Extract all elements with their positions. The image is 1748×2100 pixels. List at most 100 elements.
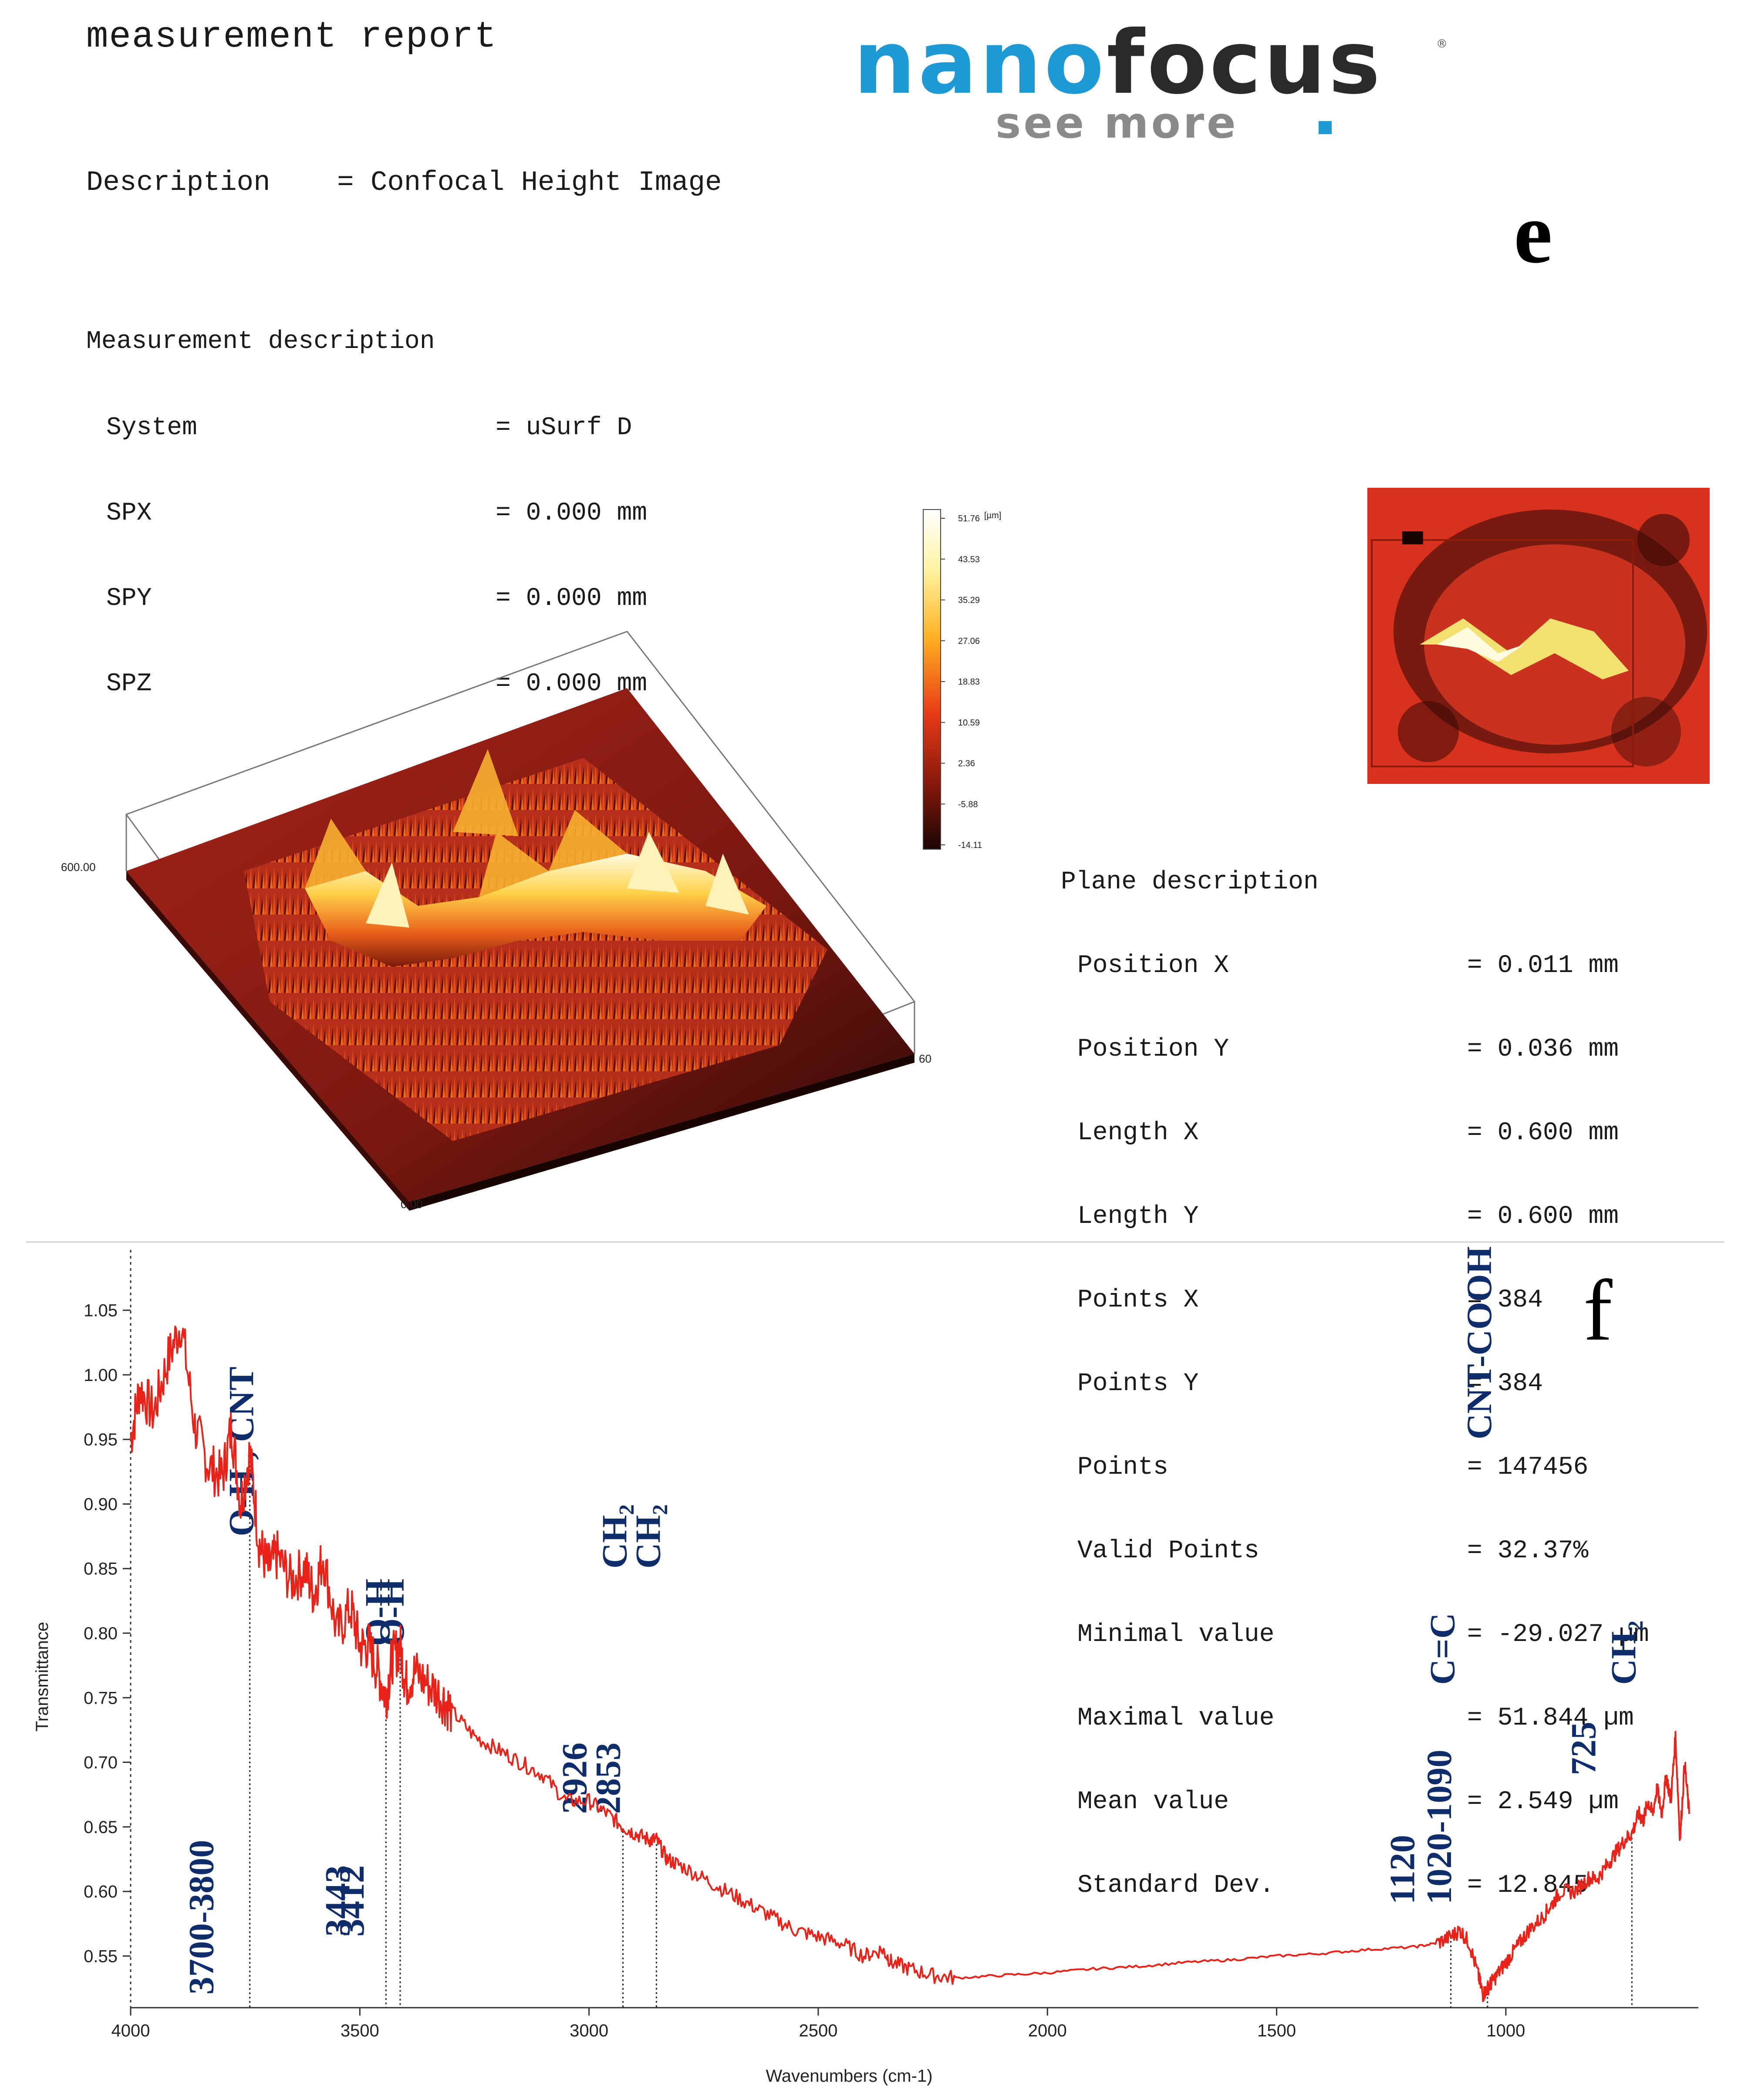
panel-letter-e: e xyxy=(1514,185,1552,281)
logo-dot-icon xyxy=(1319,121,1332,134)
y-tick-label: 0.85 xyxy=(84,1560,118,1579)
peak-assignment-label: O-H xyxy=(372,1579,412,1646)
plane-value: = 2.549 µm xyxy=(1467,1788,1619,1816)
nanofocus-logo: nanofocus ® see more xyxy=(854,17,1463,149)
height-map-thumbnail xyxy=(1367,488,1710,784)
y-tick-label: 0.80 xyxy=(84,1624,118,1643)
plane-row: Position Y = 0.036 mm xyxy=(1061,1035,1619,1064)
plane-label: Valid Points xyxy=(1077,1537,1259,1565)
description-value: Confocal Height Image xyxy=(370,167,722,199)
x-axis-label: Wavenumbers (cm-1) xyxy=(766,2066,932,2086)
plane-value: = 384 xyxy=(1467,1370,1543,1398)
plane-value: = 51.844 µm xyxy=(1467,1704,1634,1732)
plane-row: Points X = 384 xyxy=(1061,1286,1543,1314)
plane-value: = 384 xyxy=(1467,1286,1543,1314)
plane-label: Standard Dev. xyxy=(1077,1871,1275,1900)
colorbar-tick-label: -5.88 xyxy=(958,800,978,809)
spectrum-series-line xyxy=(130,1325,1690,2002)
peak-wavenumber-label: 1120 xyxy=(1383,1835,1422,1904)
colorbar-gradient xyxy=(923,509,941,850)
plane-label: Mean value xyxy=(1077,1788,1229,1816)
peak-assignment-label: CH₂ xyxy=(595,1504,634,1569)
plane-label: Position Y xyxy=(1077,1035,1229,1064)
colorbar-tick-label: 43.53 xyxy=(958,555,980,564)
x-tick-label: 2000 xyxy=(1028,2021,1067,2040)
surface-axis-y-label: 600.00 xyxy=(61,861,96,874)
report-title: measurement report xyxy=(86,17,497,58)
logo-wordmark: nanofocus xyxy=(854,17,1383,109)
y-tick-label: 0.90 xyxy=(84,1495,118,1514)
plane-label: Points X xyxy=(1077,1286,1199,1314)
plane-title: Plane description xyxy=(1061,868,1319,896)
plane-value: = 0.600 mm xyxy=(1467,1119,1619,1147)
measurement-label: SPY xyxy=(106,584,152,613)
plane-value: = 0.036 mm xyxy=(1467,1035,1619,1064)
x-tick-label: 3500 xyxy=(341,2021,379,2040)
logo-tagline: see more xyxy=(995,98,1238,148)
surface-axis-origin-label: 0.00 xyxy=(401,1198,423,1211)
peak-wavenumber-label: 1020-1090 xyxy=(1419,1749,1459,1904)
plane-label: Points xyxy=(1077,1453,1168,1482)
colorbar-tick-label: 2.36 xyxy=(958,759,975,769)
surface-spike-field xyxy=(244,758,827,1141)
plane-value: = 32.37% xyxy=(1467,1537,1589,1565)
measurement-value: = 0.000 mm xyxy=(496,584,648,613)
surface-highlights xyxy=(366,832,749,928)
colorbar-tick-label: -14.11 xyxy=(958,841,982,850)
plane-value: = 12.845 xyxy=(1467,1871,1589,1900)
measurement-value: = uSurf D xyxy=(496,414,632,442)
plane-description: Plane description Position X = 0.011 mm P… xyxy=(1061,813,1649,1928)
plane-value: = 0.011 mm xyxy=(1467,952,1619,980)
peak-assignment-label: C=C xyxy=(1423,1613,1462,1685)
plane-value: = 147456 xyxy=(1467,1453,1589,1482)
surface-peaks xyxy=(305,749,627,897)
peak-assignment-label: CH₂ xyxy=(628,1504,668,1569)
plane-label: Position X xyxy=(1077,952,1229,980)
plane-label: Maximal value xyxy=(1077,1704,1275,1732)
y-tick-label: 0.75 xyxy=(84,1688,118,1708)
colorbar-tick-label: 18.83 xyxy=(958,677,980,687)
peak-assignment-label: CH₂ xyxy=(1603,1621,1643,1685)
peak-wavenumber-label: 3412 xyxy=(332,1865,371,1937)
height-colorbar: 51.76 43.53 35.29 27.06 18.83 10.59 2.36 -5.88 -… xyxy=(923,509,1001,850)
y-axis-label: Transmittance xyxy=(33,1622,52,1732)
x-tick-label: 3000 xyxy=(570,2021,608,2040)
measurement-row: SPX = 0.000 mm xyxy=(86,499,647,527)
measurement-value: = 0.000 mm xyxy=(496,499,648,527)
x-tick-label: 1000 xyxy=(1486,2021,1525,2040)
logo-nano-text: nano xyxy=(854,12,1107,114)
plane-label: Points Y xyxy=(1077,1370,1199,1398)
x-tick-label: 1500 xyxy=(1257,2021,1296,2040)
plane-row: Minimal value = -29.027 µm xyxy=(1061,1621,1649,1649)
plane-label: Minimal value xyxy=(1077,1621,1275,1649)
colorbar-tick-label: 51.76 xyxy=(958,514,980,523)
plane-value: = -29.027 µm xyxy=(1467,1621,1649,1649)
plane-row: Length X = 0.600 mm xyxy=(1061,1119,1619,1147)
plane-value: = 0.600 mm xyxy=(1467,1202,1619,1231)
peak-wavenumber-label: 725 xyxy=(1563,1722,1603,1775)
description-label: Description xyxy=(86,167,270,199)
peak-wavenumber-label: 3443 xyxy=(317,1865,357,1937)
x-tick-label: 2500 xyxy=(799,2021,837,2040)
plane-label: Length Y xyxy=(1077,1202,1199,1231)
plane-row: Standard Dev. = 12.845 xyxy=(1061,1871,1588,1900)
measurement-label: SPZ xyxy=(106,670,152,698)
measurement-value: = 0.000 mm xyxy=(496,670,648,698)
measurement-label: System xyxy=(106,414,197,442)
plane-label: Length X xyxy=(1077,1119,1199,1147)
description-line: Description = Confocal Height Image xyxy=(86,167,722,199)
y-tick-label: 1.05 xyxy=(84,1301,118,1320)
y-tick-label: 0.95 xyxy=(84,1430,118,1449)
plane-row: Mean value = 2.549 µm xyxy=(1061,1788,1619,1816)
colorbar-tick-label: 27.06 xyxy=(958,636,980,646)
measurement-row: SPY = 0.000 mm xyxy=(86,584,647,613)
ftir-spectrum-chart: 4000 3500 3000 2500 2000 1500 1000 0.55 0.60 0.65… xyxy=(26,1241,1724,2086)
y-tick-label: 0.55 xyxy=(84,1947,118,1966)
measurement-title: Measurement description xyxy=(86,327,435,356)
surface-axis-x-label: 600.00 xyxy=(919,1052,932,1065)
colorbar-tick-label: 10.59 xyxy=(958,718,980,728)
x-tick-label: 4000 xyxy=(111,2021,150,2040)
confocal-3d-surface: 600.00 600.00 0.00 xyxy=(61,631,932,1211)
panel-letter-f: f xyxy=(1583,1263,1613,1359)
peak-assignment-label: CNT-COOH xyxy=(1459,1246,1499,1439)
